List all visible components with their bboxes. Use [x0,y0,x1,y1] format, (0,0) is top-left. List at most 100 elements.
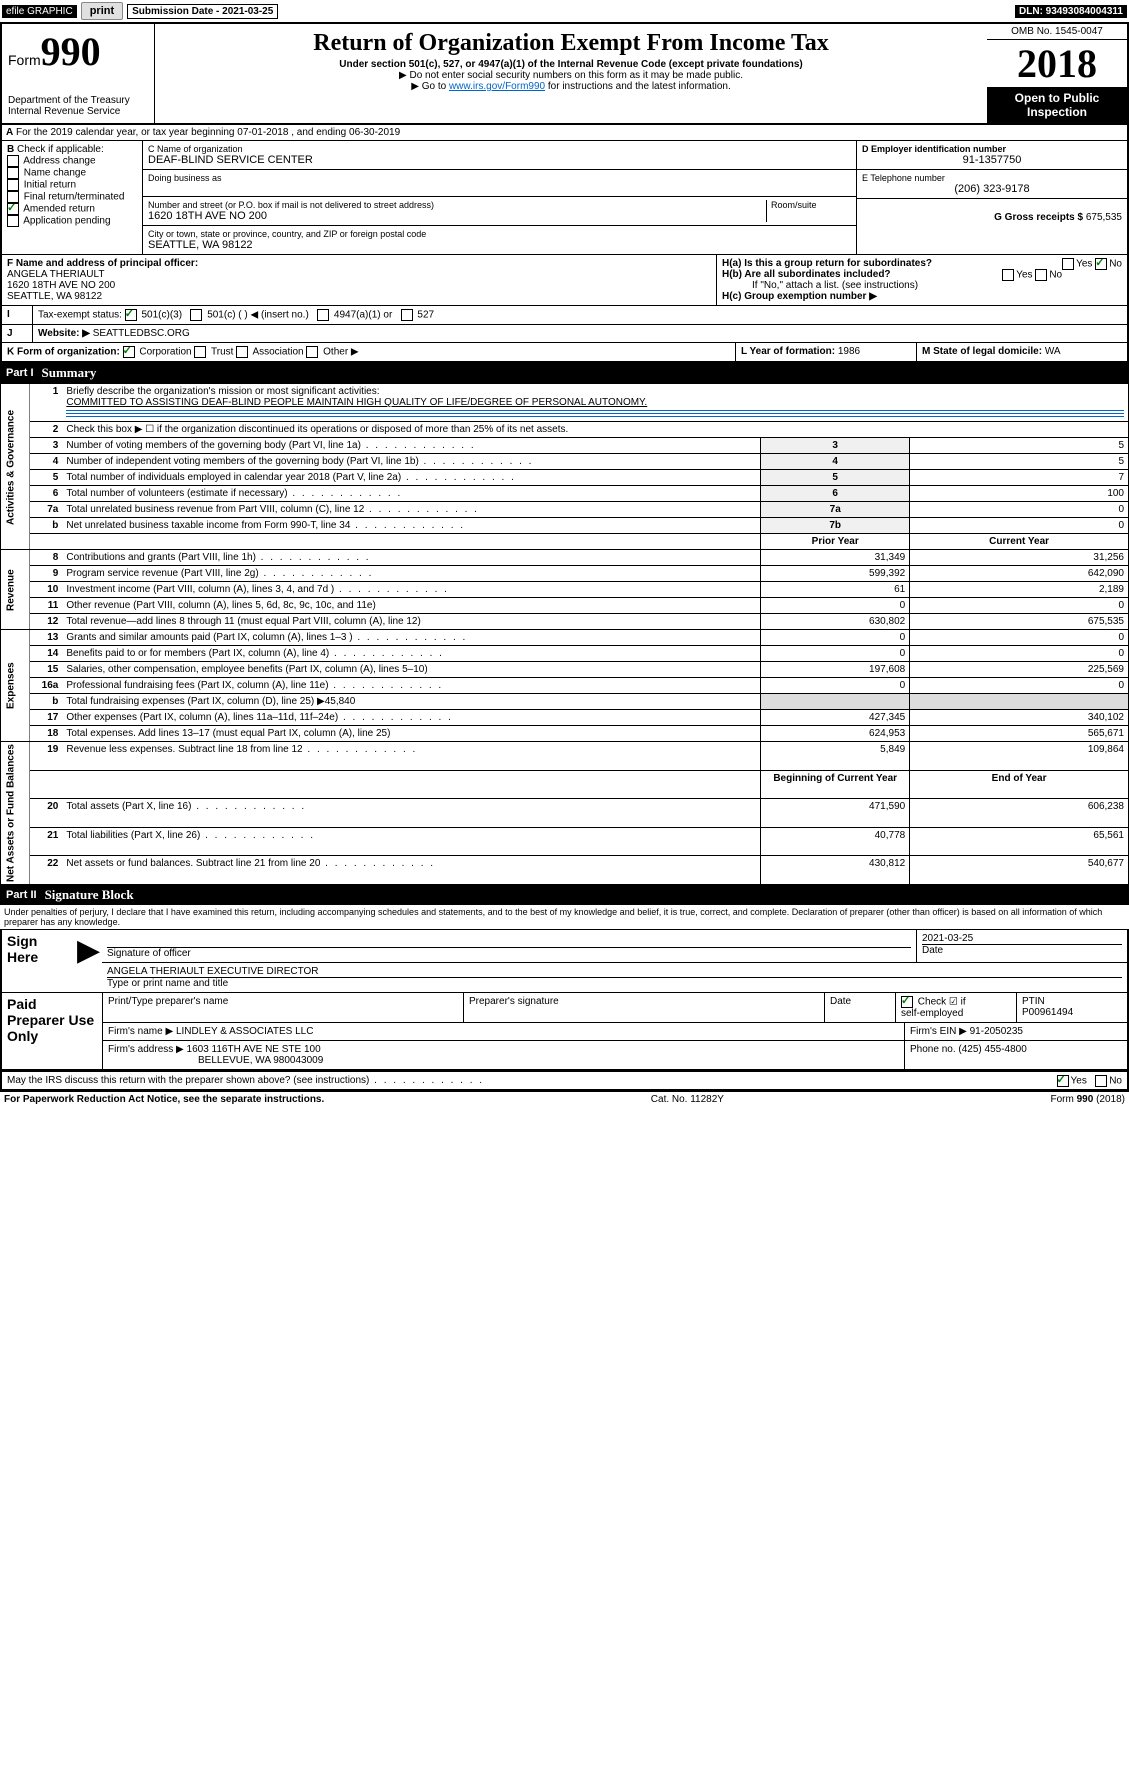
hb-no[interactable] [1035,269,1047,281]
officer-print-label: Type or print name and title [107,978,228,989]
box-l-label: L Year of formation: [741,346,835,357]
dba-label: Doing business as [148,173,851,183]
h-b-note: If "No," attach a list. (see instruction… [722,280,1122,291]
officer-addr2: SEATTLE, WA 98122 [7,291,102,302]
officer-printed: ANGELA THERIAULT EXECUTIVE DIRECTOR [107,966,1122,978]
gross-label: G Gross receipts $ [994,212,1083,223]
tel-label: E Telephone number [862,173,1122,183]
na-label: Net Assets or Fund Balances [1,742,30,885]
org-addr: 1620 18TH AVE NO 200 [148,210,766,222]
ein-label: D Employer identification number [862,144,1122,154]
exp-label: Expenses [1,630,30,742]
omb: OMB No. 1545-0047 [987,24,1127,40]
officer-name: ANGELA THERIAULT [7,269,104,280]
topbar: efile GRAPHIC print Submission Date - 20… [0,0,1129,22]
signature-block: Sign Here ▶ Signature of officer 2021-03… [0,929,1129,1072]
note-link: ▶ Go to www.irs.gov/Form990 for instruct… [159,81,983,92]
tax-year: 2018 [987,40,1127,87]
firm-addr-label: Firm's address ▶ [108,1044,184,1055]
ptin-label: PTIN [1022,996,1045,1007]
chk-pending[interactable] [7,215,19,227]
paid-preparer: Paid Preparer Use Only [2,993,103,1069]
self-employed: Check ☑ if self-employedCheck ☑ ifself-e… [896,993,1017,1022]
prep-name-label: Print/Type preparer's name [103,993,464,1022]
state-domicile: WA [1045,346,1061,357]
paperwork-notice: For Paperwork Reduction Act Notice, see … [4,1094,324,1105]
box-m-label: M State of legal domicile: [922,346,1042,357]
ein: 91-1357750 [862,154,1122,166]
h-b: H(b) Are all subordinates included? Yes … [722,269,1122,280]
period-line: A For the 2019 calendar year, or tax yea… [0,125,1129,141]
ha-yes[interactable] [1062,258,1074,270]
box-k-label: K Form of organization: [7,347,120,358]
efile-label: efile GRAPHIC [2,5,77,18]
part-i-header: Part I Summary [0,363,1129,383]
irs-link[interactable]: www.irs.gov/Form990 [449,81,545,92]
discuss-no[interactable] [1095,1075,1107,1087]
cat-no: Cat. No. 11282Y [651,1094,724,1105]
chk-address[interactable] [7,155,19,167]
website-label: Website: ▶ [38,328,90,339]
firm-ein: 91-2050235 [970,1026,1023,1037]
gross-receipts: 675,535 [1086,212,1122,223]
prep-date-label: Date [825,993,896,1022]
chk-assoc[interactable] [236,346,248,358]
org-city: SEATTLE, WA 98122 [148,239,851,251]
q1-label: Briefly describe the organization's miss… [66,386,379,397]
form-ref: Form 990 (2018) [1051,1094,1125,1105]
chk-corp[interactable] [123,346,135,358]
chk-name[interactable] [7,167,19,179]
chk-501c[interactable] [190,309,202,321]
website: SEATTLEDBSC.ORG [93,328,190,339]
date-label: Date [922,945,943,956]
name-label: C Name of organization [148,144,851,154]
entity-block: B Check if applicable: Address change Na… [0,141,1129,255]
note-ssn: ▶ Do not enter social security numbers o… [159,70,983,81]
print-button[interactable]: print [81,2,123,20]
firm-phone: (425) 455-4800 [958,1044,1026,1055]
ha-no[interactable] [1095,258,1107,270]
form-subtitle: Under section 501(c), 527, or 4947(a)(1)… [159,59,983,70]
form-title: Return of Organization Exempt From Incom… [159,30,983,57]
chk-trust[interactable] [194,346,206,358]
firm-name: LINDLEY & ASSOCIATES LLC [176,1026,313,1037]
submission-date: Submission Date - 2021-03-25 [127,4,278,19]
firm-name-label: Firm's name ▶ [108,1026,173,1037]
irs: Internal Revenue Service [8,106,148,117]
chk-amended[interactable] [7,203,19,215]
arrow-icon: ▶ [72,930,102,992]
chk-4947[interactable] [317,309,329,321]
org-name: DEAF-BLIND SERVICE CENTER [148,154,851,166]
open-inspection: Open to Public Inspection [987,87,1127,123]
discuss-yes[interactable] [1057,1075,1069,1087]
chk-self-emp[interactable] [901,996,913,1008]
mission: COMMITTED TO ASSISTING DEAF-BLIND PEOPLE… [66,397,647,408]
sign-here: Sign Here [2,930,72,992]
addr-label: Number and street (or P.O. box if mail i… [148,200,766,210]
room-label: Room/suite [771,200,851,210]
form-header: Form990 Department of the Treasury Inter… [0,22,1129,125]
rev-label: Revenue [1,550,30,630]
h-c: H(c) Group exemption number ▶ [722,291,1122,302]
dln: DLN: 93493084004311 [1015,5,1127,18]
hb-yes[interactable] [1002,269,1014,281]
chk-other[interactable] [306,346,318,358]
sig-officer-label: Signature of officer [107,948,191,959]
form-number: 990 [41,29,101,74]
chk-527[interactable] [401,309,413,321]
part-ii-header: Part II Signature Block [0,885,1129,905]
telephone: (206) 323-9178 [862,183,1122,195]
firm-addr2: BELLEVUE, WA 980043009 [108,1055,323,1066]
dept: Department of the Treasury [8,95,148,106]
tax-status-label: Tax-exempt status: [38,310,122,321]
declaration: Under penalties of perjury, I declare th… [0,905,1129,929]
chk-initial[interactable] [7,179,19,191]
phone-label: Phone no. [910,1044,956,1055]
chk-501c3[interactable] [125,309,137,321]
summary-table: Activities & Governance 1 Briefly descri… [0,383,1129,885]
sig-date: 2021-03-25 [922,933,1122,945]
gov-label: Activities & Governance [1,384,30,550]
box-b-label: Check if applicable: [17,144,104,155]
year-formation: 1986 [838,346,860,357]
footer: For Paperwork Reduction Act Notice, see … [0,1091,1129,1107]
